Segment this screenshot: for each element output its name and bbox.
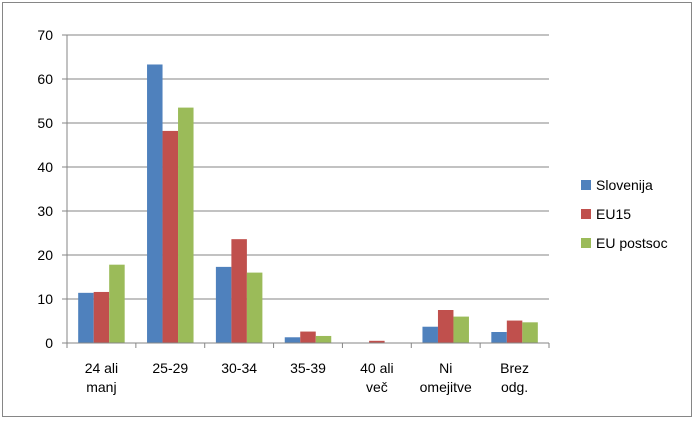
bar-eu15-6 [506, 320, 523, 343]
legend-swatch-slovenija [581, 180, 591, 190]
bar-eu15-5 [437, 310, 454, 343]
x-tick-label-line: omejitve [420, 379, 472, 395]
bar-eu-postsoc-2 [246, 272, 263, 343]
x-tick-label-line: 35-39 [290, 360, 326, 376]
chart-frame [2, 2, 692, 417]
legend-swatch-eu-postsoc [581, 238, 591, 248]
x-tick-label-line: 24 ali [85, 360, 118, 376]
x-tick-label-line: Ni [439, 360, 452, 376]
x-tick-label-line: 30-34 [221, 360, 257, 376]
y-tick-label: 10 [37, 291, 53, 307]
x-tick-label-line: Brez [500, 360, 529, 376]
legend-label-eu15: EU15 [596, 206, 631, 222]
x-tick-label-line: odg. [501, 379, 528, 395]
bar-slovenija-3 [284, 337, 301, 343]
y-tick-label: 70 [37, 27, 53, 43]
bar-slovenija-2 [215, 266, 232, 343]
bar-eu15-1 [162, 130, 179, 343]
x-tick-label: 24 ali manj [85, 360, 118, 395]
y-tick-label: 40 [37, 159, 53, 175]
x-tick-labels: 24 ali manj 25-29 30-34 35-39 40 ali več Ni omej… [85, 360, 529, 395]
x-tick-label: Ni omejitve [420, 360, 472, 395]
y-tick-label: 0 [45, 335, 53, 351]
bar-eu-postsoc-0 [109, 264, 125, 343]
legend: Slovenija EU15 EU postsoc [581, 177, 668, 251]
bar-eu-postsoc-3 [315, 335, 332, 343]
legend-label-eu-postsoc: EU postsoc [596, 235, 668, 251]
legend-label-slovenija: Slovenija [596, 177, 653, 193]
bar-eu-postsoc-1 [178, 107, 194, 343]
bar-eu15-2 [231, 239, 247, 343]
bar-slovenija-6 [491, 332, 507, 343]
y-tick-label: 30 [37, 203, 53, 219]
x-tick-label-line: manj [86, 379, 116, 395]
bar-eu-postsoc-5 [453, 316, 469, 343]
x-tick-label: Brez odg. [500, 360, 529, 395]
y-tick-label: 60 [37, 71, 53, 87]
bar-eu15-3 [300, 331, 316, 343]
bar-slovenija-5 [422, 326, 438, 343]
bar-eu-postsoc-6 [522, 322, 538, 343]
x-tick-label: 30-34 [221, 360, 257, 376]
x-tick-label: 25-29 [152, 360, 188, 376]
x-tick-label: 40 ali več [360, 360, 393, 395]
bars [78, 64, 538, 343]
x-tick-label-line: več [366, 379, 388, 395]
x-tick-label: 35-39 [290, 360, 326, 376]
axes [62, 34, 550, 348]
x-tick-label-line: 40 ali [360, 360, 393, 376]
y-tick-label: 50 [37, 115, 53, 131]
y-tick-labels: 0 10 20 30 40 50 60 70 [37, 27, 53, 351]
gridlines [67, 34, 549, 300]
x-tick-label-line: 25-29 [152, 360, 188, 376]
bar-slovenija-1 [147, 64, 163, 343]
y-tick-label: 20 [37, 247, 53, 263]
legend-swatch-eu15 [581, 209, 591, 219]
bar-eu15-0 [93, 291, 110, 343]
bar-eu15-4 [369, 340, 385, 343]
bar-slovenija-0 [78, 292, 94, 343]
